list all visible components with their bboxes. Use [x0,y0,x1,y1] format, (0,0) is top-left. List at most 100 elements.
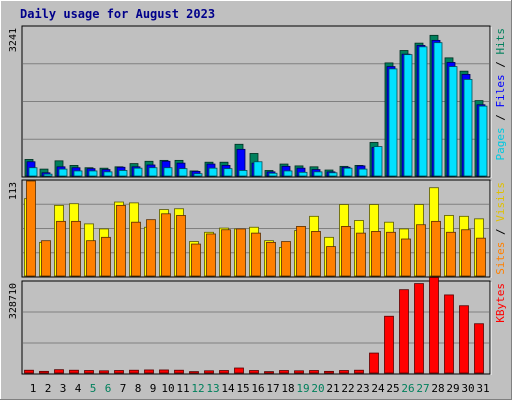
legend-pages: Pages [494,127,507,160]
x-tick-labels: 1 2 3 4 5 6 7 8 9 10 11 12 13 14 15 16 17 18 19 20 21 22 23 24 2… [30,382,490,395]
bar-pages-day-27 [418,46,428,177]
bar-pages-day-25 [388,68,398,177]
bar-sites-day-16 [251,232,261,277]
bar-kbytes-day-7 [114,370,124,374]
chart-bars [24,34,488,374]
bar-sites-day-6 [101,236,111,277]
bar-kbytes-day-6 [99,370,109,374]
bar-pages-day-14 [223,168,233,177]
bar-sites-day-25 [386,231,396,277]
panel-3-legend: KBytes [494,283,507,323]
bar-sites-day-3 [56,220,66,277]
bar-sites-day-4 [71,220,81,277]
bar-pages-day-26 [403,54,413,177]
panel-2-legend: Sites / Visits [494,182,507,275]
bar-pages-day-15 [238,170,248,177]
x-label-day-30: 30 [461,382,474,395]
x-label-day-31: 31 [476,382,489,395]
panel-2-max-label: 113 [8,182,19,200]
bar-pages-day-8 [133,167,143,177]
bar-pages-day-1 [28,167,38,177]
panel-3-frame [21,280,491,375]
x-label-day-23: 23 [356,382,369,395]
legend-visits: Visits [494,182,507,222]
bar-sites-day-7 [116,204,126,277]
x-label-day-22: 22 [341,382,354,395]
bar-pages-day-2 [43,173,53,177]
bar-pages-day-12 [193,173,203,177]
legend-separator: / [494,108,507,128]
bar-kbytes-day-9 [144,369,154,374]
bar-pages-day-4 [73,170,83,177]
bar-kbytes-day-1 [24,369,34,374]
bar-kbytes-day-28 [429,277,439,374]
legend-kbytes: KBytes [494,283,507,323]
bar-kbytes-day-12 [189,371,199,374]
bar-pages-day-9 [148,167,158,177]
bar-sites-day-5 [86,240,96,277]
bar-pages-day-20 [313,171,323,177]
bar-sites-day-23 [356,232,366,277]
bar-sites-day-13 [206,233,216,277]
x-label-day-18: 18 [281,382,294,395]
bar-sites-day-20 [311,231,321,277]
bar-kbytes-day-13 [204,370,214,374]
x-label-day-13: 13 [206,382,219,395]
x-label-day-21: 21 [326,382,339,395]
bar-pages-day-11 [178,168,188,177]
y-tick-labels: 3241 113 328710 [8,28,19,319]
legend-sites: Sites [494,242,507,275]
bar-pages-day-22 [343,167,353,177]
legend-separator: / [494,222,507,242]
bar-pages-day-30 [463,79,473,177]
bar-kbytes-day-8 [129,369,139,374]
bar-kbytes-day-30 [459,305,469,374]
x-label-day-24: 24 [371,382,385,395]
bar-sites-day-10 [161,213,171,277]
bar-kbytes-day-4 [69,369,79,374]
bar-sites-day-8 [131,221,141,277]
bar-pages-day-13 [208,167,218,177]
bar-pages-day-21 [328,172,338,177]
bar-sites-day-12 [191,243,201,277]
x-label-day-29: 29 [446,382,459,395]
bar-kbytes-day-24 [369,352,379,374]
legend-hits: Hits [494,28,507,55]
bar-sites-day-21 [326,246,336,277]
bar-sites-day-15 [236,228,246,277]
legend-files: Files [494,74,507,107]
bar-sites-day-26 [401,238,411,277]
x-label-day-1: 1 [30,382,37,395]
x-label-day-5: 5 [90,382,97,395]
bar-kbytes-day-11 [174,369,184,374]
x-label-day-14: 14 [221,382,235,395]
bar-sites-day-14 [221,229,231,277]
panel-1-max-label: 3241 [8,28,19,52]
bar-sites-day-17 [266,241,276,277]
bar-pages-day-10 [163,167,173,177]
bar-sites-day-31 [476,237,486,277]
bar-kbytes-day-31 [474,323,484,374]
bar-kbytes-day-17 [264,371,274,374]
x-label-day-4: 4 [75,382,82,395]
bar-sites-day-27 [416,224,426,277]
bar-pages-day-3 [58,168,68,177]
bar-kbytes-day-3 [54,369,64,374]
x-label-day-25: 25 [386,382,399,395]
x-label-day-6: 6 [105,382,112,395]
bar-sites-day-18 [281,241,291,277]
x-label-day-16: 16 [251,382,264,395]
bar-kbytes-day-23 [354,369,364,374]
panel-1-legend: Pages / Files / Hits [494,28,507,161]
bar-kbytes-day-10 [159,369,169,374]
bar-kbytes-day-19 [294,370,304,374]
x-label-day-3: 3 [60,382,67,395]
x-label-day-20: 20 [311,382,324,395]
x-label-day-2: 2 [45,382,52,395]
bar-sites-day-28 [431,220,441,277]
bar-pages-day-24 [373,146,383,177]
bar-kbytes-day-18 [279,370,289,374]
x-label-day-27: 27 [416,382,429,395]
y-axis-labels: Pages / Files / Hits Sites / Visits KBytes [494,28,507,323]
bar-sites-day-2 [41,240,51,277]
